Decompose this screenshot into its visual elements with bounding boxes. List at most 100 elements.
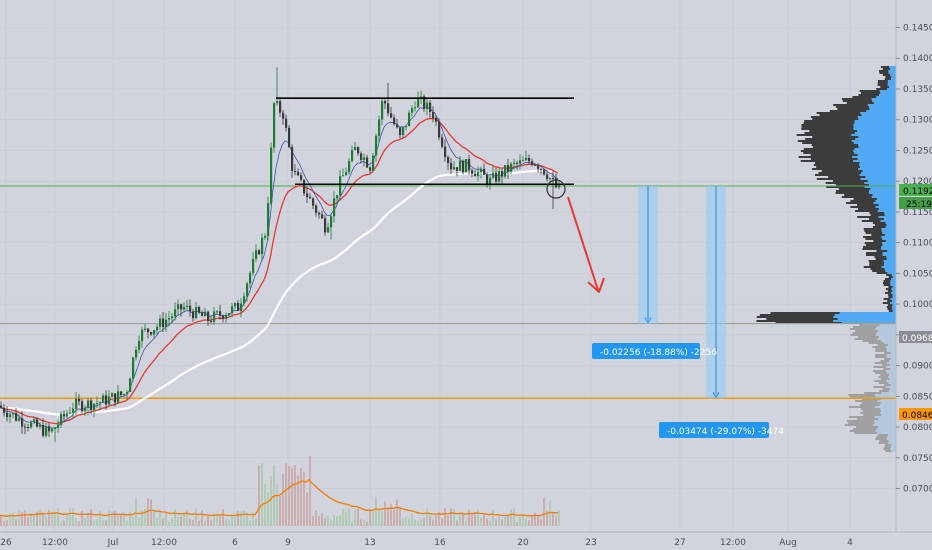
candle-body[interactable] <box>465 159 468 173</box>
candle-body[interactable] <box>504 165 507 177</box>
candle-body[interactable] <box>507 165 510 172</box>
candle-body[interactable] <box>147 328 150 333</box>
candle-body[interactable] <box>444 146 447 158</box>
candle-body[interactable] <box>24 426 27 428</box>
candle-body[interactable] <box>483 168 486 175</box>
candle-body[interactable] <box>525 157 528 161</box>
candle-body[interactable] <box>459 160 462 171</box>
candle-body[interactable] <box>60 413 63 425</box>
candle-body[interactable] <box>114 393 117 403</box>
candle-body[interactable] <box>441 137 444 147</box>
candle-body[interactable] <box>216 311 219 313</box>
candle-body[interactable] <box>18 418 21 421</box>
candle-body[interactable] <box>420 96 423 98</box>
candle-body[interactable] <box>408 112 411 127</box>
candle-body[interactable] <box>165 319 168 328</box>
candle-body[interactable] <box>141 329 144 342</box>
candle-body[interactable] <box>231 306 234 314</box>
candle-body[interactable] <box>102 395 105 403</box>
candle-body[interactable] <box>204 311 207 317</box>
candle-body[interactable] <box>333 198 336 217</box>
candle-body[interactable] <box>183 306 186 310</box>
candle-body[interactable] <box>462 160 465 173</box>
candle-body[interactable] <box>531 161 534 165</box>
candle-body[interactable] <box>210 320 213 322</box>
candle-body[interactable] <box>168 318 171 320</box>
candle-body[interactable] <box>417 97 420 108</box>
candle-body[interactable] <box>150 332 153 335</box>
candle-body[interactable] <box>471 170 474 174</box>
candle-body[interactable] <box>537 165 540 169</box>
candle-body[interactable] <box>477 171 480 177</box>
candle-body[interactable] <box>303 179 306 194</box>
candle-body[interactable] <box>357 147 360 154</box>
candle-body[interactable] <box>63 413 66 417</box>
candle-body[interactable] <box>543 169 546 175</box>
candle-body[interactable] <box>75 398 78 409</box>
candle-body[interactable] <box>186 305 189 307</box>
candle-body[interactable] <box>159 318 162 327</box>
candle-body[interactable] <box>468 159 471 171</box>
candle-body[interactable] <box>381 101 384 120</box>
candle-body[interactable] <box>198 306 201 313</box>
candle-body[interactable] <box>207 311 210 321</box>
candle-body[interactable] <box>273 103 276 148</box>
candle-body[interactable] <box>501 171 504 177</box>
candle-body[interactable] <box>90 400 93 410</box>
candle-body[interactable] <box>351 150 354 162</box>
candle-body[interactable] <box>558 184 561 188</box>
candle-body[interactable] <box>426 102 429 110</box>
candle-body[interactable] <box>306 193 309 197</box>
candle-body[interactable] <box>369 167 372 171</box>
candle-body[interactable] <box>282 112 285 119</box>
candle-body[interactable] <box>360 153 363 160</box>
candle-body[interactable] <box>228 313 231 316</box>
candle-body[interactable] <box>285 118 288 128</box>
candle-body[interactable] <box>126 392 129 395</box>
candle-body[interactable] <box>15 413 18 421</box>
candle-body[interactable] <box>552 177 555 179</box>
candle-body[interactable] <box>189 305 192 312</box>
candle-body[interactable] <box>108 396 111 405</box>
candle-body[interactable] <box>345 172 348 176</box>
candle-body[interactable] <box>117 391 120 403</box>
candle-body[interactable] <box>375 135 378 156</box>
candles[interactable] <box>0 67 561 443</box>
candle-body[interactable] <box>342 175 345 177</box>
candle-body[interactable] <box>429 102 432 113</box>
candle-body[interactable] <box>213 311 216 322</box>
candle-body[interactable] <box>498 171 501 182</box>
candle-body[interactable] <box>423 96 426 110</box>
candle-body[interactable] <box>450 163 453 170</box>
candle-body[interactable] <box>300 175 303 180</box>
candle-body[interactable] <box>522 160 525 162</box>
candle-body[interactable] <box>78 398 81 402</box>
candle-body[interactable] <box>297 171 300 176</box>
candle-body[interactable] <box>336 195 339 199</box>
candle-body[interactable] <box>393 117 396 125</box>
candle-body[interactable] <box>132 357 135 379</box>
candle-body[interactable] <box>201 312 204 317</box>
candle-body[interactable] <box>279 101 282 113</box>
candle-body[interactable] <box>363 157 366 160</box>
candle-body[interactable] <box>33 419 36 423</box>
candle-body[interactable] <box>81 401 84 411</box>
candle-body[interactable] <box>93 403 96 410</box>
candle-body[interactable] <box>315 205 318 213</box>
candle-body[interactable] <box>192 311 195 319</box>
candle-body[interactable] <box>222 315 225 319</box>
candle-body[interactable] <box>243 296 246 304</box>
candle-body[interactable] <box>255 250 258 259</box>
candle-body[interactable] <box>36 419 39 427</box>
candle-body[interactable] <box>438 121 441 138</box>
candle-body[interactable] <box>123 394 126 396</box>
candle-body[interactable] <box>6 412 9 417</box>
candle-body[interactable] <box>546 174 549 179</box>
candle-body[interactable] <box>402 127 405 136</box>
candle-body[interactable] <box>120 391 123 395</box>
candle-body[interactable] <box>246 283 249 297</box>
candle-body[interactable] <box>330 216 333 228</box>
candle-body[interactable] <box>195 306 198 319</box>
candle-body[interactable] <box>138 341 141 350</box>
candle-body[interactable] <box>489 177 492 185</box>
